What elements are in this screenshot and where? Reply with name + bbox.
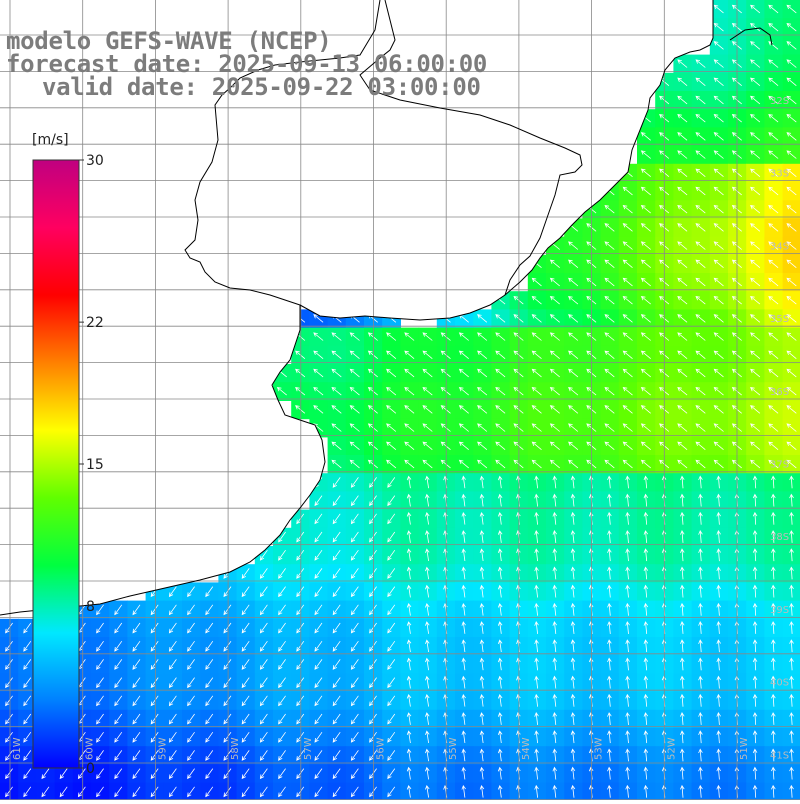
map-titles: modelo GEFS-WAVE (NCEP) forecast date: 2… xyxy=(6,27,488,101)
longitude-label: 51W xyxy=(739,737,750,760)
longitude-label: 52W xyxy=(666,737,677,760)
land-mass xyxy=(0,0,713,615)
latitude-label: 33S xyxy=(770,169,789,180)
latitude-label: 39S xyxy=(770,605,789,616)
latitude-label: 41S xyxy=(770,750,789,761)
longitude-label: 61W xyxy=(12,737,23,760)
coastline xyxy=(0,0,773,616)
wind-vectors xyxy=(5,4,797,798)
model-title: modelo GEFS-WAVE (NCEP) xyxy=(6,27,332,55)
longitude-label: 54W xyxy=(521,737,532,760)
latitude-label: 40S xyxy=(770,678,789,689)
forecast-date: forecast date: 2025-09-13 06:00:00 xyxy=(6,50,488,78)
latitude-label: 34S xyxy=(770,241,789,252)
longitude-label: 58W xyxy=(230,737,241,760)
latitude-labels: 32S 33S 34S 35S 36S 37S 38S 39S 40S 41S xyxy=(770,96,789,761)
longitude-labels: 61W 60W 59W 58W 57W 56W 55W 54W 53W 52W 51W xyxy=(12,737,750,760)
longitude-label: 56W xyxy=(376,737,387,760)
longitude-label: 60W xyxy=(85,737,96,760)
longitude-label: 57W xyxy=(303,737,314,760)
latitude-label: 38S xyxy=(770,532,789,543)
latitude-label: 35S xyxy=(770,314,789,325)
longitude-label: 59W xyxy=(157,737,168,760)
latitude-label: 37S xyxy=(770,460,789,471)
valid-date: valid date: 2025-09-22 03:00:00 xyxy=(42,73,481,101)
longitude-label: 53W xyxy=(594,737,605,760)
latitude-label: 36S xyxy=(770,387,789,398)
longitude-label: 55W xyxy=(448,737,459,760)
latitude-label: 32S xyxy=(770,96,789,107)
